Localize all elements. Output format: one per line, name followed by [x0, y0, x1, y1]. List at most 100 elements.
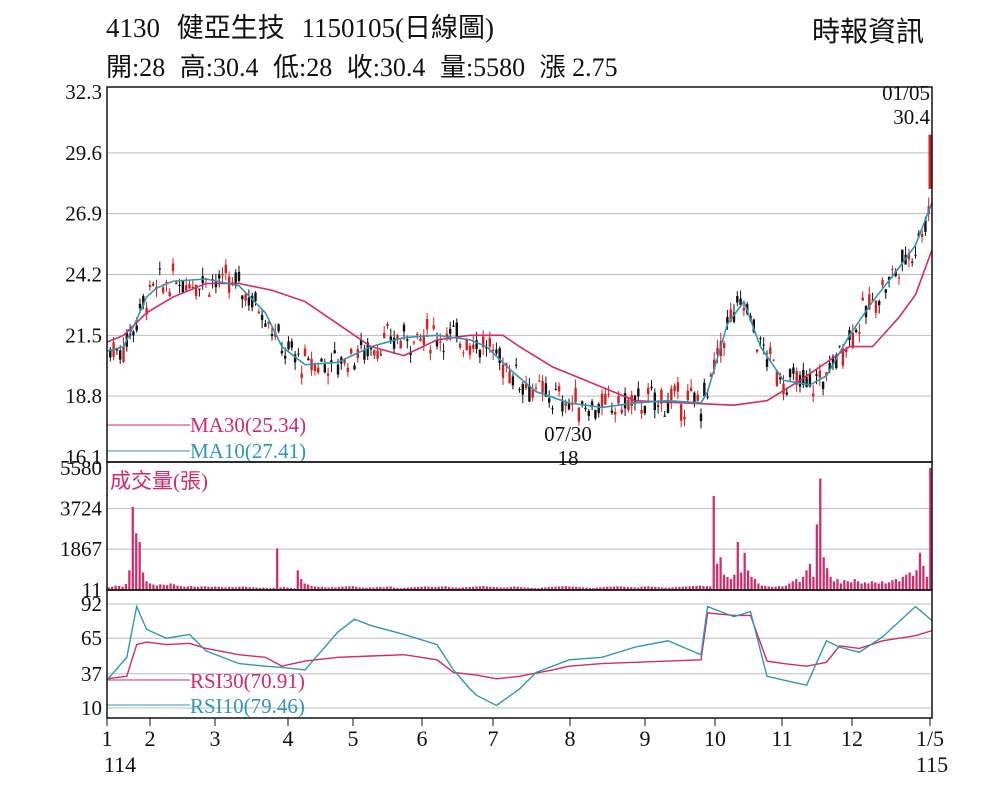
volume-bar [740, 572, 743, 590]
candle-body [788, 369, 792, 378]
candle-body [759, 338, 762, 340]
high-value-label: 30.4 [893, 105, 930, 129]
candle-body [673, 385, 676, 392]
candle-body [567, 402, 571, 410]
volume-bar [595, 587, 598, 590]
volume-bar [152, 584, 155, 590]
candle-body [901, 249, 904, 263]
stock-code: 4130 [106, 13, 160, 43]
candle-body [534, 387, 538, 389]
volume-bar [839, 583, 843, 590]
x-tick-label: 9 [640, 726, 651, 751]
volume-bar [361, 587, 365, 590]
volume-bar [750, 576, 753, 590]
candle-body [472, 344, 475, 349]
candle-body [251, 295, 254, 308]
volume-bar [224, 587, 227, 590]
volume-bar [843, 580, 846, 590]
candle-body [828, 363, 831, 371]
volume-bar [705, 586, 708, 590]
volume-bar [856, 581, 860, 590]
candle-body [920, 233, 924, 237]
volume-bar [248, 587, 251, 590]
volume-bar [471, 586, 475, 590]
volume-bar [523, 587, 526, 590]
volume-bar [853, 579, 856, 590]
volume-bar [729, 579, 733, 590]
x-tick-label: 1 [102, 726, 113, 751]
volume-bar [733, 574, 736, 590]
candle-body [732, 312, 736, 322]
candle-body [148, 284, 152, 287]
x-tick-label: 4 [283, 726, 294, 751]
volume-bar [214, 586, 217, 590]
volume-bar [698, 585, 702, 590]
candle-body [109, 349, 112, 358]
volume-bar [441, 586, 444, 590]
candle-body [765, 359, 769, 367]
volume-bar [581, 587, 585, 590]
candle-body [551, 408, 554, 410]
volume-bar [616, 586, 619, 590]
volume-bar [135, 533, 138, 590]
candle-body [571, 404, 574, 406]
volume-bar [279, 587, 282, 590]
candle-body [851, 333, 854, 348]
candle-body [647, 388, 650, 395]
candle-body [241, 295, 244, 300]
volume-bar [516, 586, 519, 590]
candle-body [587, 411, 590, 416]
volume-bar [867, 583, 870, 590]
candle-body [445, 333, 449, 337]
volume-bar [365, 587, 368, 590]
volume-bar [887, 582, 891, 590]
candle-body [396, 335, 399, 341]
candle-body [709, 374, 713, 377]
candle-body [845, 349, 848, 353]
x-tick-label: 11 [771, 726, 792, 751]
candle-body [376, 350, 379, 359]
volume-bar [145, 581, 148, 590]
volume-bar [846, 581, 849, 590]
candle-body [185, 285, 188, 291]
volume-bar [774, 586, 777, 590]
volume-bar [458, 587, 461, 590]
volume-bar [822, 557, 825, 590]
candle-body [227, 276, 231, 293]
price-tick-label: 32.3 [65, 80, 102, 104]
candle-body [752, 319, 755, 332]
candle-body [501, 364, 505, 378]
volume-bar [265, 588, 268, 590]
candle-body [676, 382, 680, 392]
candle-body [389, 336, 392, 341]
volume-bar [121, 586, 124, 590]
volume-bar [530, 587, 533, 590]
candle-body [782, 383, 785, 395]
candle-body [825, 372, 828, 376]
candle-body [928, 134, 932, 189]
volume-bar [674, 587, 678, 590]
volume-bar [320, 586, 323, 590]
volume-bar [771, 586, 774, 590]
volume-bar [272, 587, 275, 590]
volume-bar [819, 478, 822, 590]
candle-body [482, 336, 485, 348]
candle-body [132, 331, 135, 336]
volume-bar [929, 468, 932, 590]
candle-body [478, 349, 482, 358]
volume-bar [468, 586, 471, 590]
volume-bar [111, 586, 114, 590]
volume-bar [430, 586, 433, 590]
rsi-tick-label: 10 [81, 696, 102, 720]
candle-body [270, 334, 274, 337]
volume-bar [547, 587, 550, 590]
volume-bar [812, 576, 815, 590]
close-value: 收:30.4 [346, 53, 426, 82]
candle-body [336, 364, 340, 375]
candle-body [307, 358, 310, 361]
volume-bar [640, 586, 643, 590]
candle-body [119, 350, 122, 360]
volume-bar [475, 586, 478, 590]
candle-body [168, 292, 171, 297]
candle-body [805, 376, 808, 388]
